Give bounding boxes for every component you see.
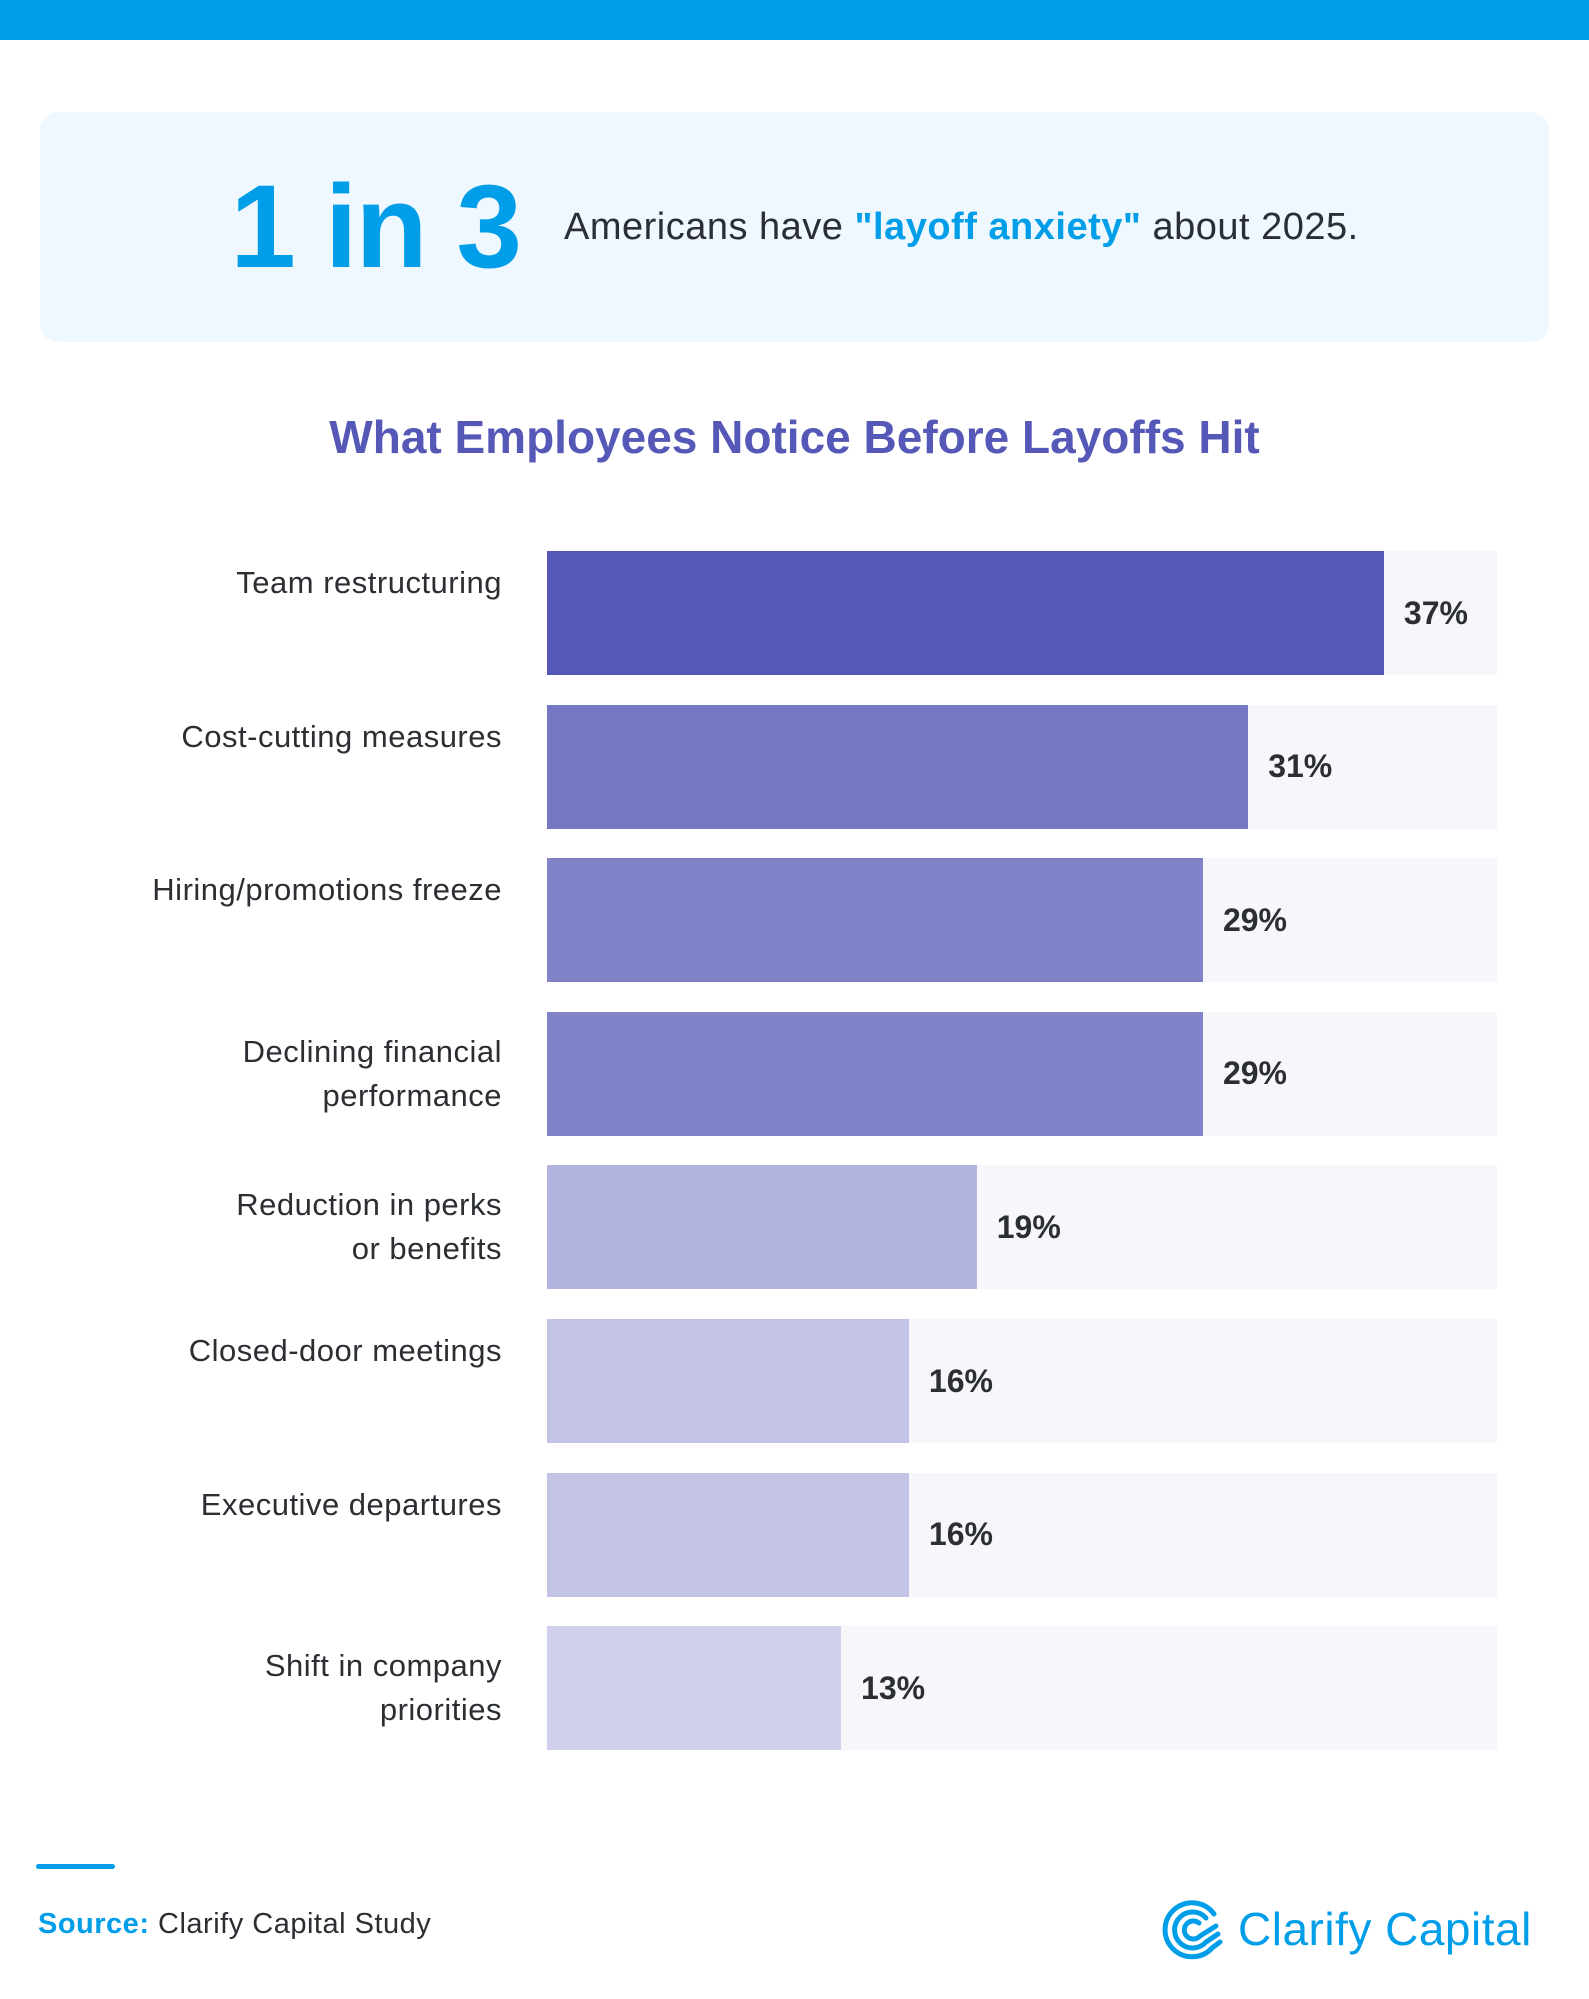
source-divider: [36, 1864, 115, 1869]
bar-row: Closed-door meetings 16%: [0, 1319, 1589, 1443]
bar-row: Hiring/promotions freeze 29%: [0, 858, 1589, 983]
bar: [547, 1165, 977, 1290]
bar-track: 29%: [547, 1011, 1497, 1136]
bar: [547, 1319, 909, 1443]
bar-track: 16%: [547, 1319, 1497, 1443]
bar-track: 13%: [547, 1626, 1497, 1751]
bar-row: Cost-cutting measures 31%: [0, 704, 1589, 829]
category-label: Reduction in perks or benefits: [236, 1187, 502, 1267]
value-label: 37%: [1403, 594, 1468, 631]
stat-description: Americans have "layoff anxiety" about 20…: [564, 206, 1359, 249]
category-label: Team restructuring: [236, 565, 502, 600]
value-label: 31%: [1268, 748, 1333, 785]
bar-track: 29%: [547, 858, 1497, 983]
category-label: Cost-cutting measures: [181, 718, 502, 754]
bar-row: Shift in company priorities 13%: [0, 1626, 1589, 1751]
source-note: Source: Clarify Capital Study: [38, 1908, 431, 1941]
bar-track: 19%: [547, 1165, 1497, 1290]
top-accent-bar: [0, 0, 1589, 40]
category-label: Hiring/promotions freeze: [152, 872, 502, 908]
value-label: 16%: [928, 1362, 993, 1399]
bar-row: Executive departures 16%: [0, 1472, 1589, 1597]
bar: [547, 704, 1249, 829]
category-label: Shift in company priorities: [264, 1648, 502, 1728]
bar-row: Team restructuring 37%: [0, 551, 1589, 675]
source-text: Clarify Capital Study: [149, 1908, 432, 1940]
bar: [547, 858, 1203, 983]
brand-logo: Clarify Capital: [1162, 1898, 1532, 1960]
stat-text-before: Americans have: [563, 205, 855, 248]
stat-highlight: "layoff anxiety": [854, 205, 1142, 248]
clarify-capital-logo-icon: [1162, 1900, 1223, 1960]
bar: [547, 1472, 909, 1597]
category-label: Declining financial performance: [242, 1033, 502, 1113]
bar: [547, 1626, 842, 1751]
source-label: Source:: [38, 1908, 150, 1940]
bar-row: Reduction in perks or benefits 19%: [0, 1165, 1589, 1290]
stat-callout: 1 in 3 Americans have "layoff anxiety" a…: [40, 112, 1549, 342]
category-label: Executive departures: [200, 1486, 502, 1522]
chart-title: What Employees Notice Before Layoffs Hit: [329, 411, 1260, 463]
bar-track: 16%: [547, 1472, 1497, 1597]
value-label: 29%: [1222, 901, 1287, 938]
bar-row: Declining financial performance 29%: [0, 1011, 1589, 1136]
category-label: Closed-door meetings: [188, 1333, 502, 1368]
bar-track: 31%: [547, 704, 1497, 829]
logo-text: Clarify Capital: [1238, 1903, 1532, 1955]
bar-track: 37%: [547, 551, 1497, 675]
stat-number: 1 in 3: [230, 161, 522, 293]
value-label: 13%: [861, 1669, 926, 1706]
bar: [547, 1011, 1203, 1136]
value-label: 16%: [928, 1516, 993, 1553]
value-label: 19%: [996, 1208, 1061, 1245]
stat-text-after: about 2025.: [1141, 205, 1359, 248]
value-label: 29%: [1222, 1055, 1287, 1092]
bar: [547, 551, 1384, 675]
